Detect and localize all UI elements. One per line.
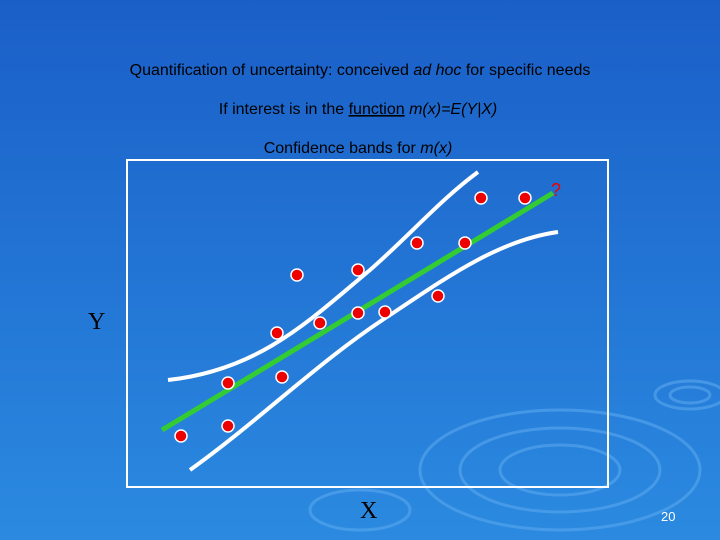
subtitle-formula: m(x)=E(Y|X): [409, 101, 497, 118]
page-number: 20: [661, 509, 675, 524]
subtitle-text: If interest is in the: [219, 101, 344, 118]
title-text: for specific needs: [466, 62, 591, 79]
caption-text: Confidence bands for: [264, 140, 417, 157]
title-italic: ad hoc: [413, 62, 461, 79]
subtitle: If interest is in the function m(x)=E(Y|…: [219, 101, 498, 118]
subtitle-underlined: function: [349, 101, 405, 118]
ripples: [308, 379, 720, 532]
title-text: Quantification of uncertainty: conceived: [130, 62, 409, 79]
question-mark: ?: [551, 180, 561, 200]
caption: Confidence bands for m(x): [264, 140, 453, 157]
upper-band: [167, 170, 480, 382]
caption-formula: m(x): [420, 140, 452, 157]
points: [174, 191, 532, 443]
y-label: Y: [88, 309, 105, 335]
plot-frame: [126, 159, 609, 488]
x-label: X: [360, 498, 377, 524]
title: Quantification of uncertainty: conceived…: [130, 62, 591, 79]
